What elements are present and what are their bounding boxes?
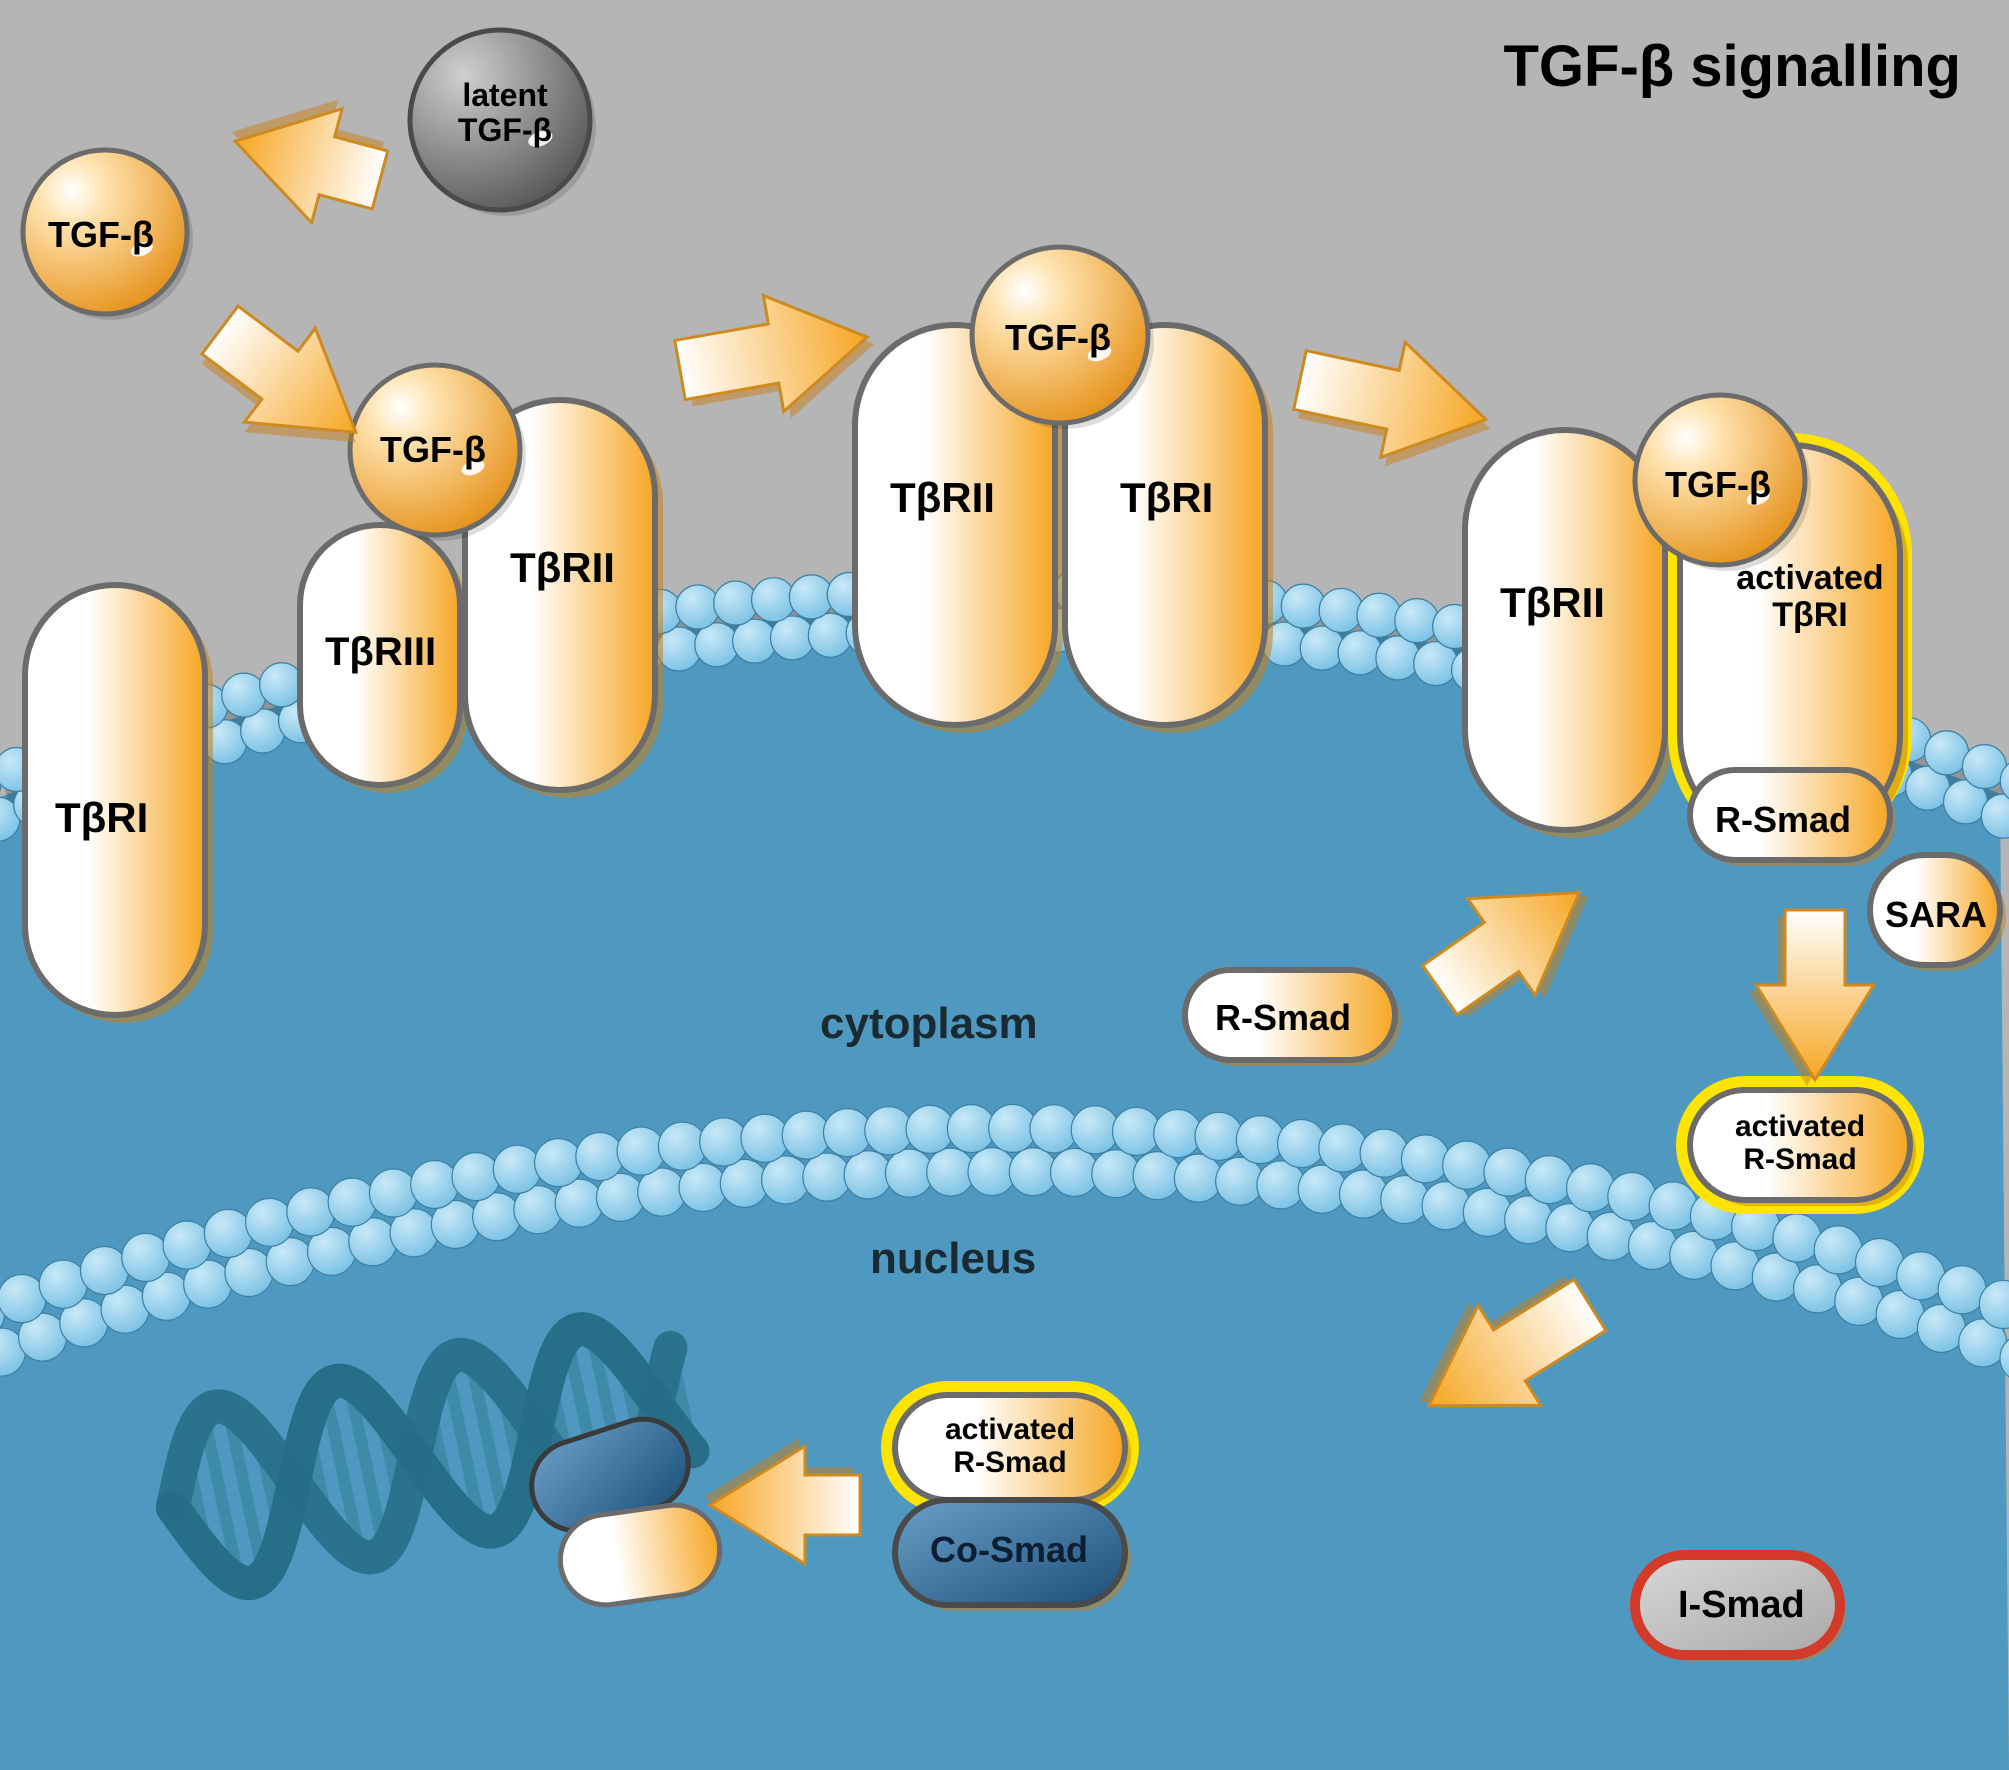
- background-svg: [0, 0, 2009, 1770]
- diagram-canvas: TGF-β signalling cytoplasm nucleus laten…: [0, 0, 2009, 1770]
